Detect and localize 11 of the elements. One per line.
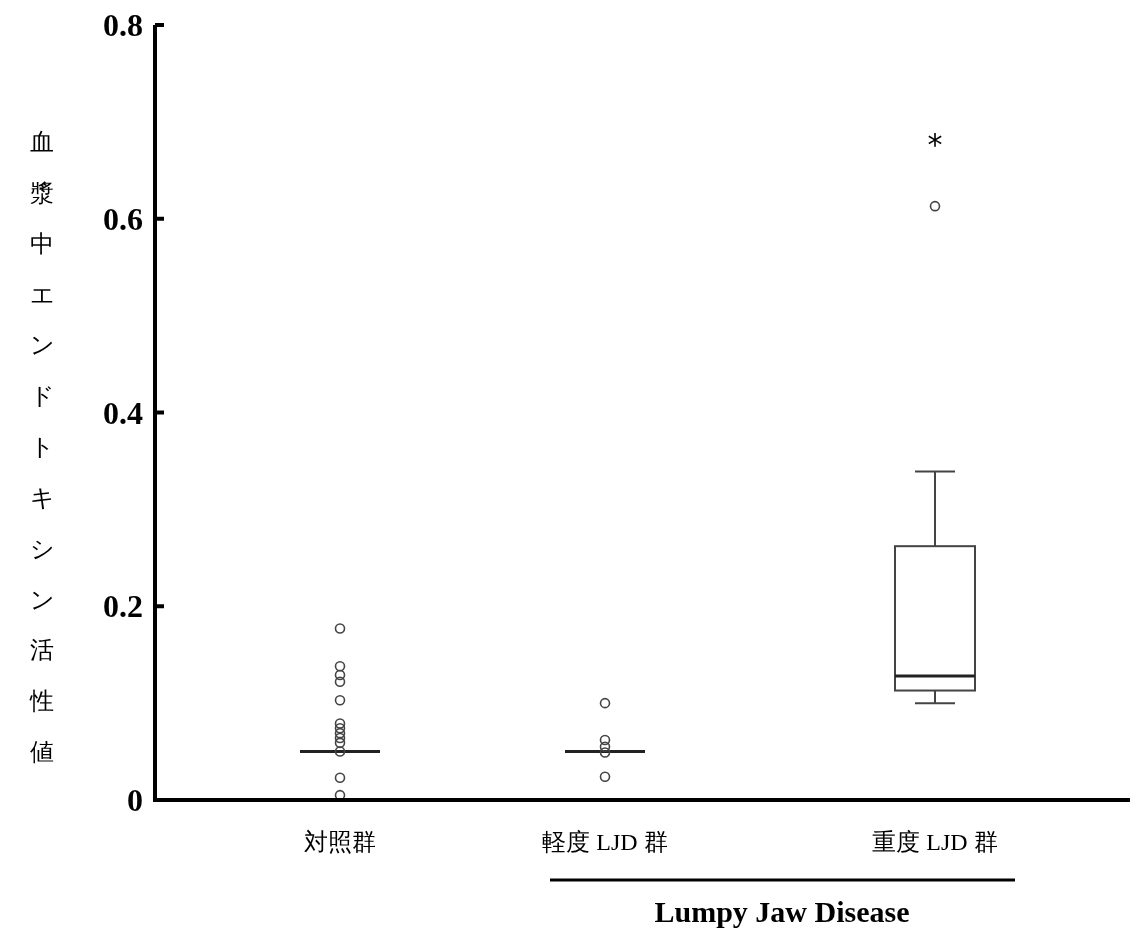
- x-tick-label: 対照群: [304, 829, 376, 855]
- y-tick-label: 0.6: [103, 200, 143, 237]
- y-tick-label: 0.4: [103, 394, 143, 431]
- annotation: *: [927, 127, 943, 162]
- y-tick-label: 0.8: [103, 7, 143, 43]
- y-tick-label: 0.2: [103, 588, 143, 625]
- x-tick-label: 軽度 LJD 群: [542, 829, 668, 855]
- x-tick-label: 重度 LJD 群: [872, 829, 998, 855]
- text: 血漿中エンドトキシン活性値: [30, 129, 55, 765]
- y-tick-label: 0: [127, 782, 143, 818]
- text: Lumpy Jaw Disease: [654, 895, 910, 928]
